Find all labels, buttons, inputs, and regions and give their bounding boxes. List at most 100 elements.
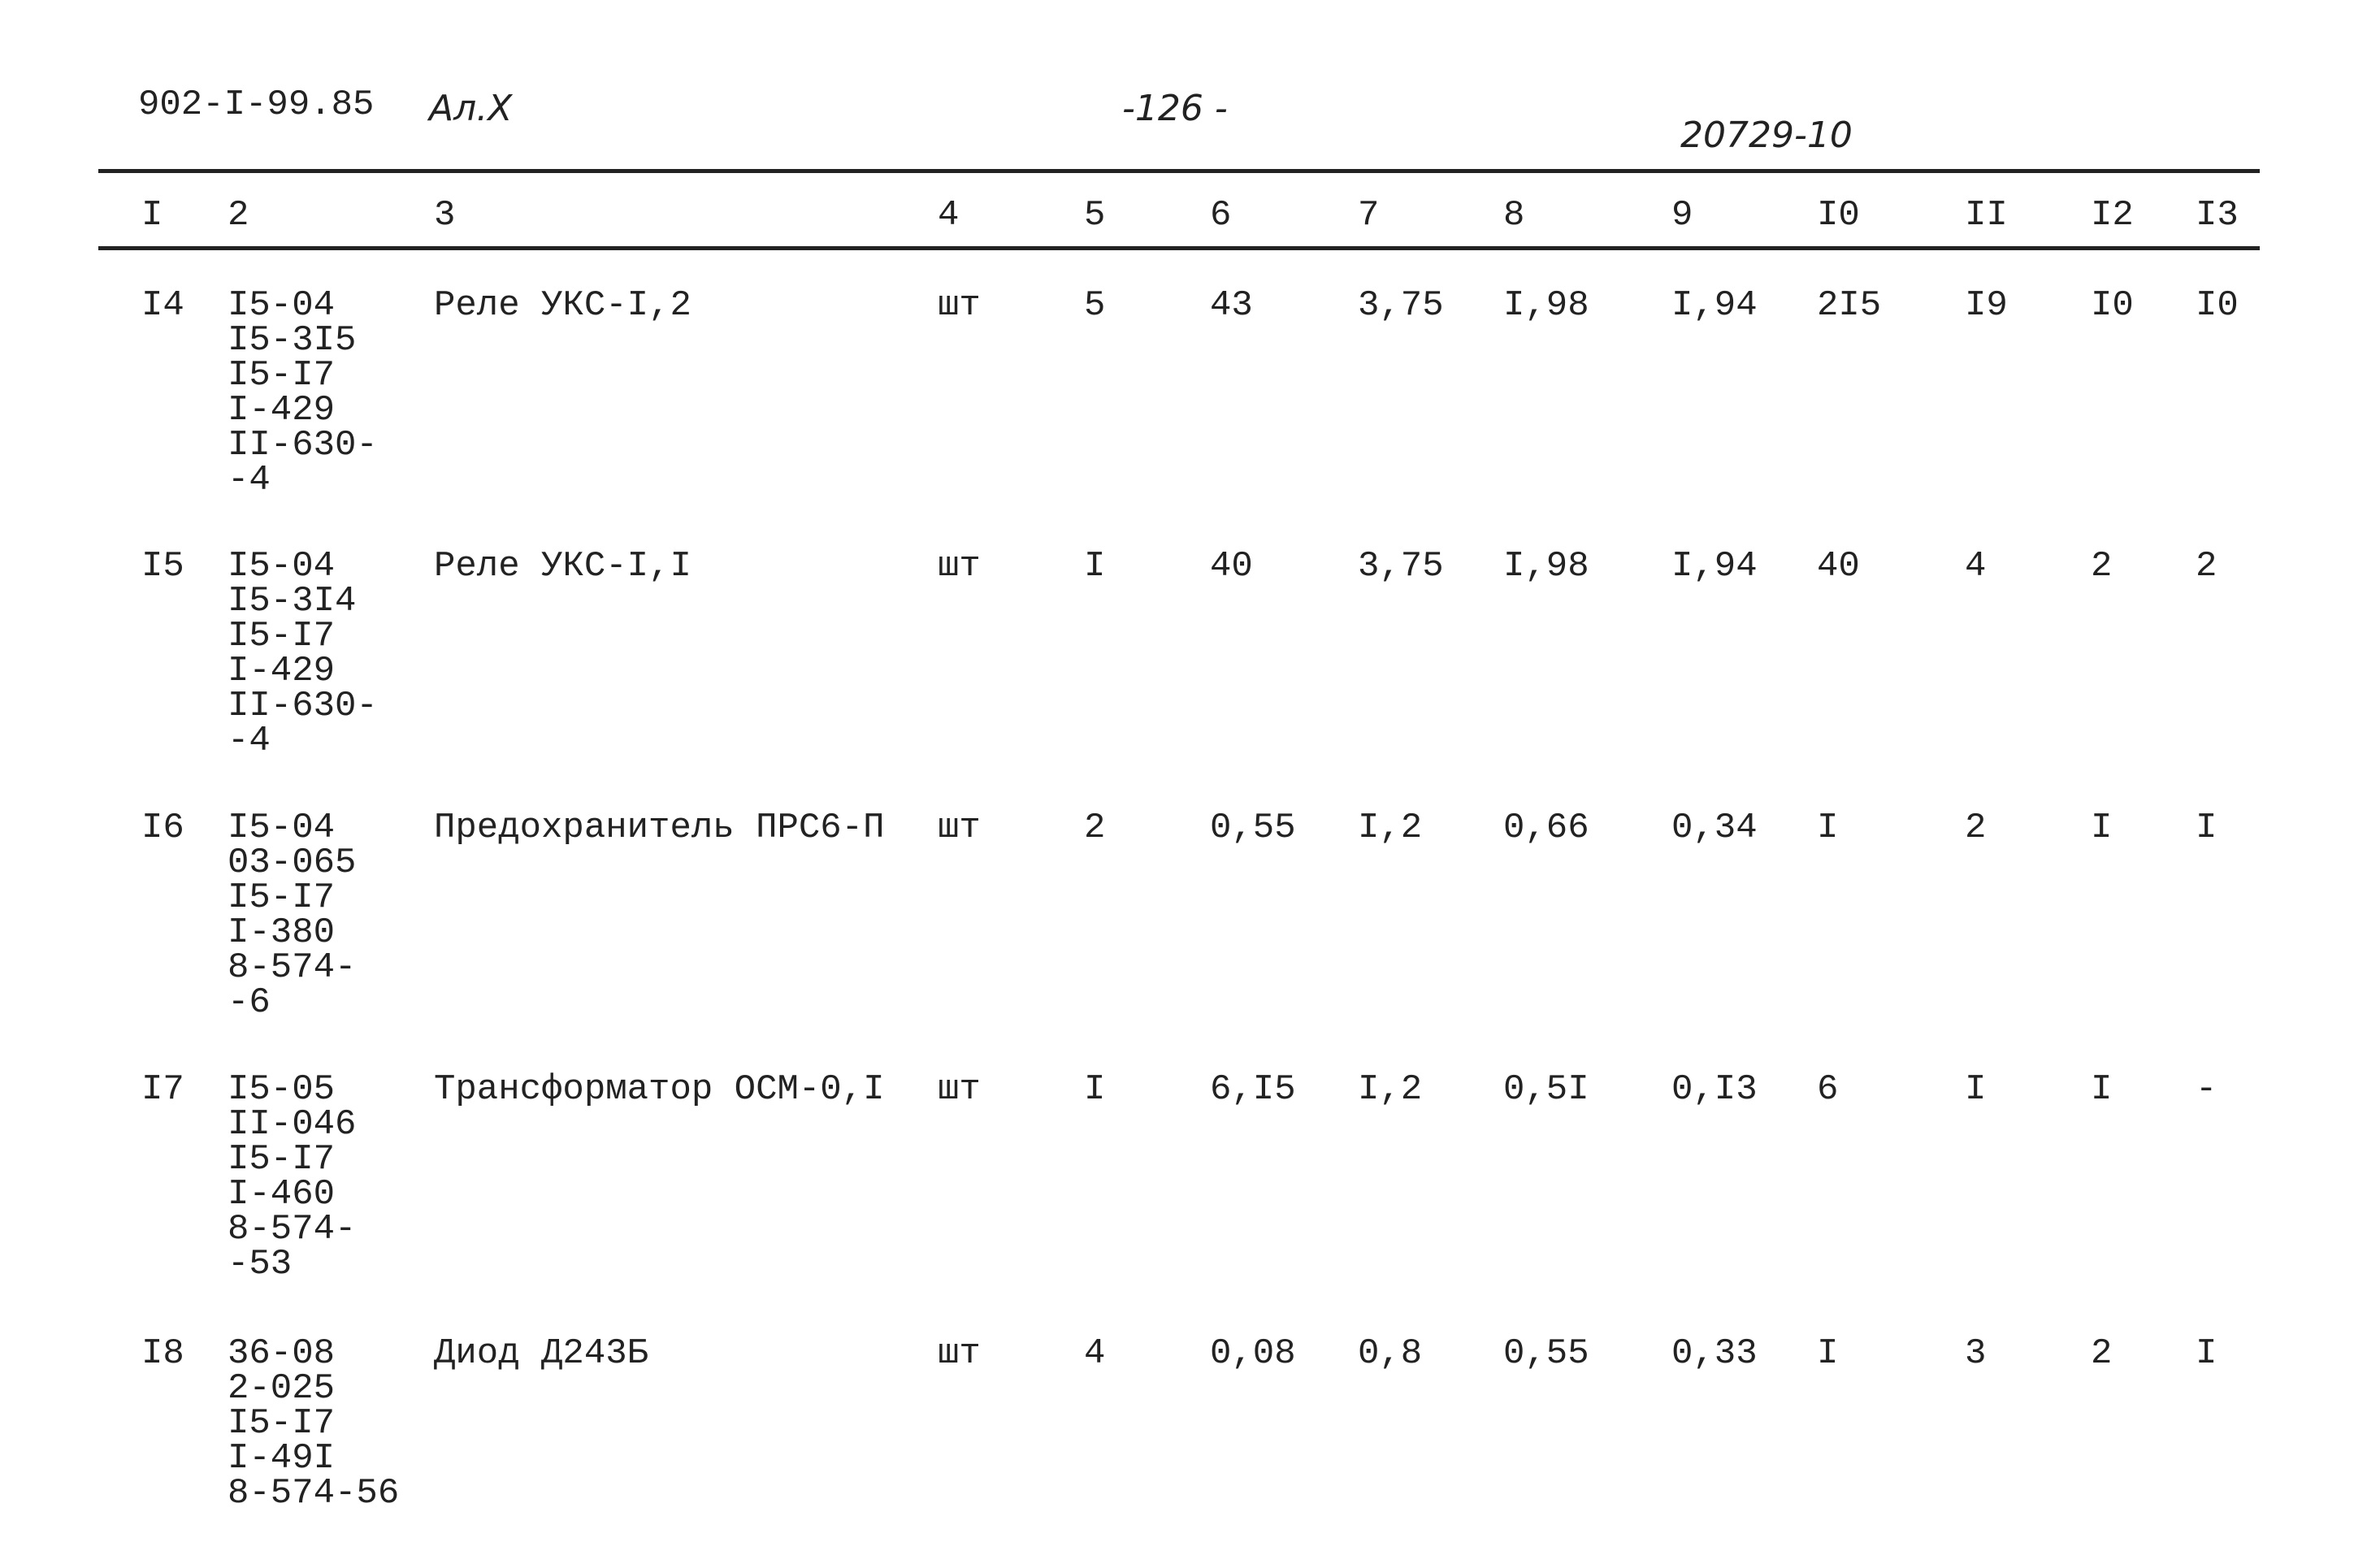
header-rule (98, 246, 2260, 250)
cell: I,98 (1503, 546, 1589, 587)
cell: I6 (141, 808, 184, 848)
cell: I (1084, 1069, 1106, 1110)
cell: I8 (141, 1333, 184, 1374)
code-line: 03-065 (228, 843, 357, 883)
cell: I (2196, 1333, 2217, 1374)
cell: Трансформатор ОСМ-0,I (434, 1069, 885, 1110)
cell: I,2 (1358, 808, 1423, 848)
cell: Предохранитель ПРС6-П (434, 808, 885, 848)
cell: I (2196, 808, 2217, 848)
cell: 0,33 (1671, 1333, 1758, 1374)
code-line: I-429 (228, 390, 336, 431)
code-line: -53 (228, 1244, 293, 1285)
cell: I,94 (1671, 285, 1758, 326)
code-line: I5-I7 (228, 616, 336, 656)
code-line: I5-05 (228, 1069, 336, 1110)
column-header: I3 (2196, 195, 2239, 236)
column-header: 8 (1503, 195, 1525, 236)
cell: 0,08 (1210, 1333, 1296, 1374)
cell: 3 (1965, 1333, 1987, 1374)
column-header: 9 (1671, 195, 1693, 236)
cell: 4 (1084, 1333, 1106, 1374)
cell: 2 (2196, 546, 2217, 587)
column-header: 6 (1210, 195, 1232, 236)
cell: I,2 (1358, 1069, 1423, 1110)
cell: 40 (1210, 546, 1253, 587)
cell: I (1084, 546, 1106, 587)
cell: 0,55 (1503, 1333, 1589, 1374)
top-rule (98, 169, 2260, 173)
cell: I,94 (1671, 546, 1758, 587)
doc-code: 902-I-99.85 (138, 84, 375, 125)
code-line: I5-3I5 (228, 320, 357, 361)
cell: 4 (1965, 546, 1987, 587)
column-header: 3 (434, 195, 456, 236)
page-number: -126 - (1122, 88, 1228, 129)
cell: 6 (1817, 1069, 1839, 1110)
code-line: -4 (228, 460, 271, 500)
code-line: I5-I7 (228, 877, 336, 918)
cell: Реле УКС-I,I (434, 546, 691, 587)
cell: 2 (2091, 546, 2113, 587)
code-line: I5-I7 (228, 1139, 336, 1180)
code-line: 8-574- (228, 947, 357, 988)
cell: Диод Д243Б (434, 1333, 649, 1374)
code-line: I-429 (228, 651, 336, 691)
cell: I (1817, 1333, 1839, 1374)
cell: 40 (1817, 546, 1860, 587)
cell: 0,8 (1358, 1333, 1423, 1374)
sheet-note: Ал.Х (429, 88, 513, 129)
code-line: I5-04 (228, 546, 336, 587)
cell: 0,5I (1503, 1069, 1589, 1110)
code-line: -4 (228, 721, 271, 761)
column-header: 5 (1084, 195, 1106, 236)
code-line: -6 (228, 982, 271, 1023)
code-line: II-630- (228, 686, 378, 726)
cell: шт (938, 285, 981, 326)
code-line: II-630- (228, 425, 378, 466)
column-header: I2 (2091, 195, 2134, 236)
cell: шт (938, 1069, 981, 1110)
cell: Реле УКС-I,2 (434, 285, 691, 326)
cell: 5 (1084, 285, 1106, 326)
column-header: I0 (1817, 195, 1860, 236)
code-line: I5-04 (228, 808, 336, 848)
code-line: 2-025 (228, 1368, 336, 1409)
column-header: II (1965, 195, 2008, 236)
cell: I0 (2196, 285, 2239, 326)
cell: I5 (141, 546, 184, 587)
archive-number: 20729-10 (1680, 115, 1853, 156)
cell: 0,I3 (1671, 1069, 1758, 1110)
cell: 2 (2091, 1333, 2113, 1374)
code-line: I5-04 (228, 285, 336, 326)
cell: I7 (141, 1069, 184, 1110)
cell: шт (938, 546, 981, 587)
cell: I (2091, 1069, 2113, 1110)
cell: I0 (2091, 285, 2134, 326)
cell: 0,55 (1210, 808, 1296, 848)
cell: 3,75 (1358, 285, 1444, 326)
column-header: 7 (1358, 195, 1380, 236)
code-line: I-49I (228, 1438, 336, 1479)
code-line: I5-I7 (228, 1403, 336, 1444)
cell: 2I5 (1817, 285, 1882, 326)
code-line: I-460 (228, 1174, 336, 1215)
code-line: I-380 (228, 912, 336, 953)
cell: I (1965, 1069, 1987, 1110)
code-line: II-046 (228, 1104, 357, 1145)
cell: 3,75 (1358, 546, 1444, 587)
code-line: 8-574-56 (228, 1473, 400, 1514)
column-header: 4 (938, 195, 960, 236)
cell: 2 (1084, 808, 1106, 848)
cell: 0,66 (1503, 808, 1589, 848)
cell: I9 (1965, 285, 2008, 326)
column-header: 2 (228, 195, 249, 236)
code-line: 36-08 (228, 1333, 336, 1374)
cell: I (2091, 808, 2113, 848)
code-line: 8-574- (228, 1209, 357, 1250)
cell: I,98 (1503, 285, 1589, 326)
cell: I4 (141, 285, 184, 326)
cell: 0,34 (1671, 808, 1758, 848)
cell: 43 (1210, 285, 1253, 326)
